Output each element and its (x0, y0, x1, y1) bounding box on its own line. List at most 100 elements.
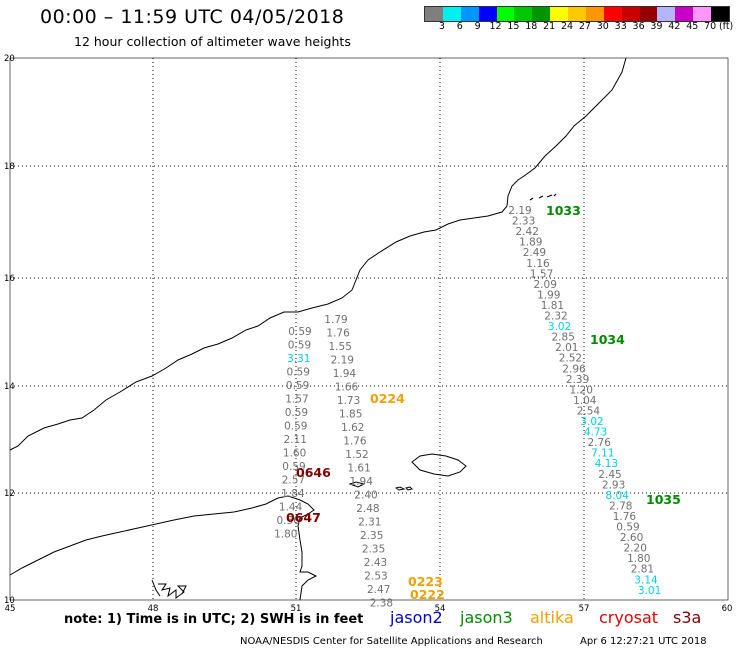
color-scale-tick: 6 (456, 21, 463, 32)
wave-height-label: 4.13 (595, 458, 618, 470)
wave-height-label: 2.35 (362, 544, 385, 556)
color-scale-tick: 15 (507, 21, 520, 32)
latitude-tick-label: 10 (4, 596, 15, 606)
wave-height-label: 0.59 (288, 340, 311, 352)
wave-height-label: 2.52 (559, 353, 582, 365)
color-swatch-16 (711, 7, 729, 21)
wave-height-label: 2.19 (508, 205, 531, 217)
page-subtitle: 12 hour collection of altimeter wave hei… (74, 34, 351, 49)
wave-height-label: 0.59 (285, 407, 308, 419)
pass-time-label: 0223 (408, 574, 443, 589)
wave-height-label: 1.94 (333, 368, 357, 380)
island-socotra (411, 453, 467, 477)
wave-height-label: 3.01 (638, 585, 661, 597)
wave-height-label: 0.59 (287, 367, 310, 379)
wave-height-label: 2.43 (364, 557, 387, 569)
latitude-tick-label: 14 (4, 382, 15, 392)
wave-height-label: 2.38 (370, 598, 393, 610)
wave-height-label: 1.80 (274, 529, 297, 541)
color-scale-unit: (ft) (718, 21, 734, 32)
wave-height-label: 2.48 (356, 503, 379, 515)
wave-height-label: 1.76 (613, 511, 637, 523)
color-swatch-2 (460, 7, 479, 21)
track-altika-0224: 1.791.761.552.191.941.661.731.851.621.76… (324, 314, 393, 610)
wave-height-label: 4.73 (584, 427, 607, 439)
wave-height-label: 2.32 (544, 311, 567, 323)
pass-time-label: 0647 (286, 510, 321, 525)
color-scale-tick: 24 (561, 21, 574, 32)
wave-height-label: 2.60 (620, 532, 643, 544)
wave-height-label: 2.19 (331, 355, 354, 367)
legend-cryosat: cryosat (599, 608, 659, 627)
wave-height-label: 0.59 (616, 522, 639, 534)
wave-height-label: 2.54 (577, 405, 601, 417)
color-swatch-6 (532, 7, 551, 21)
wave-height-label: 1.52 (345, 449, 368, 461)
longitude-tick-label: 45 (5, 604, 16, 614)
color-swatch-9 (585, 7, 604, 21)
legend-jason3: jason3 (460, 608, 513, 627)
legend-altika: altika (530, 608, 574, 627)
wave-height-label: 1.66 (335, 382, 359, 394)
color-scale-tick: 12 (489, 21, 502, 32)
wave-height-label: 1.85 (339, 409, 362, 421)
wave-height-label: 0.59 (286, 380, 309, 392)
wave-height-label: 1.94 (350, 476, 374, 488)
track-labels: 1.791.761.552.191.941.661.731.851.621.76… (274, 205, 661, 610)
wave-height-label: 2.47 (367, 584, 390, 596)
color-swatch-11 (621, 7, 640, 21)
legend-s3a: s3a (673, 608, 702, 627)
map-frame (9, 57, 729, 601)
wave-height-label: 1.81 (541, 300, 564, 312)
island-small (394, 486, 413, 491)
wave-height-label: 1.62 (341, 422, 364, 434)
wave-height-label: 3.14 (634, 574, 658, 586)
wave-height-label: 2.11 (284, 434, 307, 446)
wave-height-label: 1.61 (347, 463, 370, 475)
wave-height-label: 2.45 (598, 469, 621, 481)
color-scale-bar (424, 6, 730, 22)
color-swatch-15 (693, 7, 711, 21)
wave-height-label: 8.04 (606, 490, 630, 502)
wave-height-label: 2.31 (358, 517, 381, 529)
wave-height-label: 2.85 (552, 332, 575, 344)
latitude-tick-label: 20 (4, 54, 15, 64)
latitude-tick-label: 16 (4, 274, 15, 284)
color-scale-tick: 30 (596, 21, 609, 32)
wave-height-label: 2.01 (555, 342, 578, 354)
color-swatch-13 (657, 7, 676, 21)
coastline-horn-of-africa (9, 495, 318, 601)
wave-height-label: 2.42 (516, 226, 539, 238)
longitude-tick-label: 60 (722, 604, 733, 614)
wave-height-label: 2.40 (354, 490, 377, 502)
wave-height-label: 1.44 (279, 502, 303, 514)
color-scale-tick: 36 (632, 21, 645, 32)
wave-height-label: 0.56 (277, 515, 301, 527)
pass-time-label: 0646 (296, 465, 331, 480)
wave-height-label: 0.59 (282, 461, 305, 473)
wave-height-label: 1.84 (281, 488, 305, 500)
wave-height-label: 2.33 (512, 216, 535, 228)
wave-height-label: 2.78 (609, 500, 632, 512)
wave-height-label: 1.76 (343, 436, 367, 448)
wave-height-label: 2.39 (566, 374, 589, 386)
wave-height-label: 3.02 (580, 416, 603, 428)
color-swatch-12 (639, 7, 658, 21)
note-text: note: 1) Time is in UTC; 2) SWH is in fe… (64, 612, 364, 627)
wave-height-label: 0.59 (288, 326, 311, 338)
color-scale-tick: 33 (614, 21, 627, 32)
wave-height-label: 2.96 (562, 363, 586, 375)
wave-height-label: 2.57 (282, 475, 305, 487)
pass-time-label: 1034 (590, 332, 625, 347)
island-kuria-muria (529, 193, 557, 201)
color-scale-tick: 45 (686, 21, 699, 32)
wave-height-label: 3.31 (287, 353, 310, 365)
track-jason3-1033: 2.192.332.421.892.491.161.572.091.991.81… (508, 205, 661, 597)
color-swatch-10 (603, 7, 622, 21)
color-scale-ticks: 3 6 9 12 15 18 21 24 27 30 33 36 39 42 45 70 (ft) (424, 21, 740, 33)
color-swatch-5 (514, 7, 533, 21)
wave-height-label: 2.76 (588, 437, 612, 449)
wave-height-label: 1.20 (570, 384, 593, 396)
